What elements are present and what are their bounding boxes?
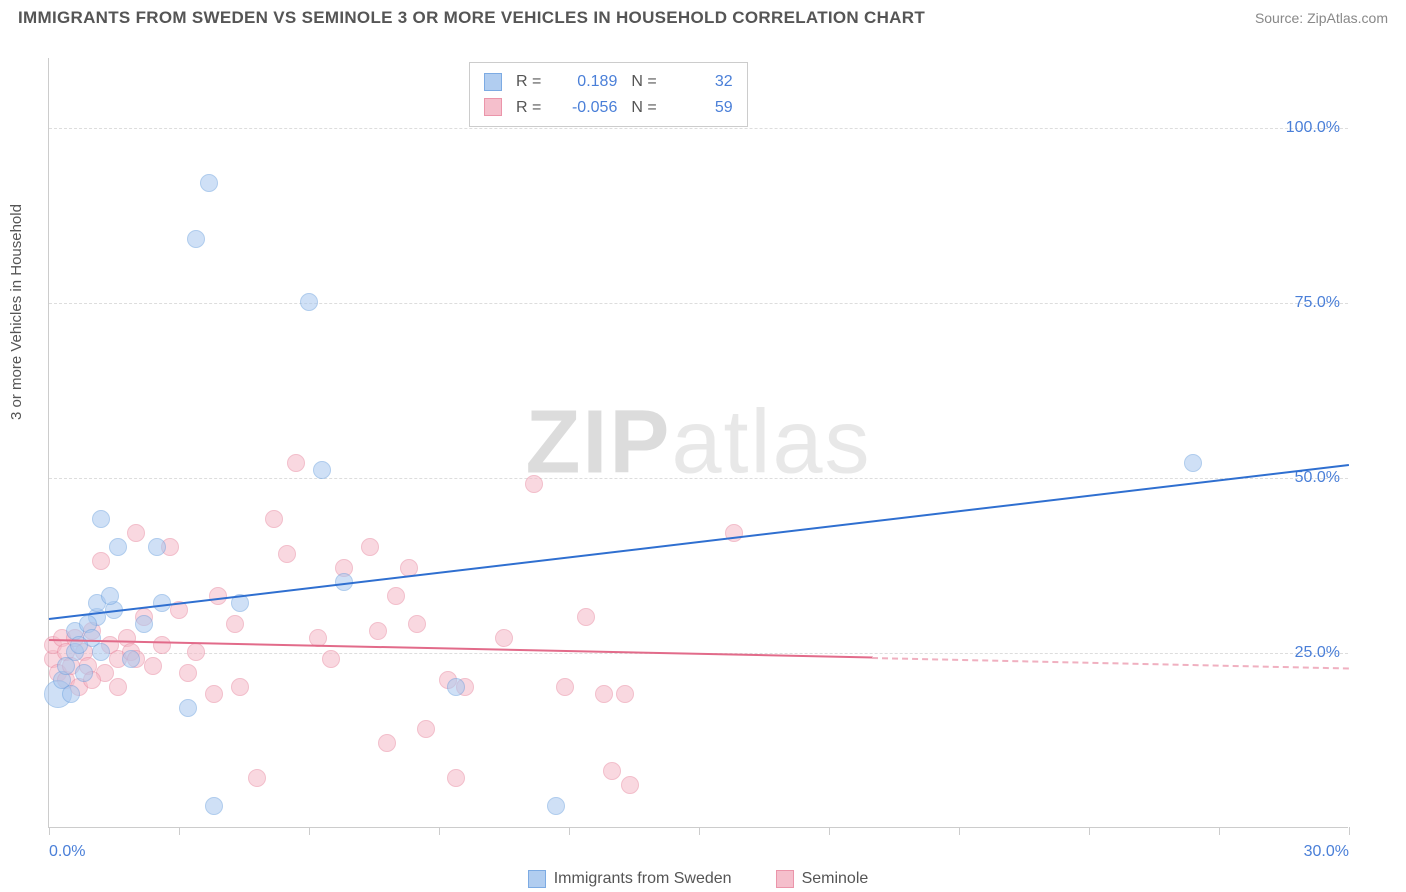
sweden-point	[101, 587, 119, 605]
legend-label-seminole: Seminole	[802, 870, 869, 888]
legend-item-sweden: Immigrants from Sweden	[528, 870, 732, 888]
sweden-point	[148, 538, 166, 556]
sweden-point	[187, 230, 205, 248]
ytick-label: 100.0%	[1286, 119, 1340, 137]
n-label: N =	[631, 95, 656, 121]
xtick	[699, 827, 700, 835]
trend-line	[872, 657, 1349, 669]
seminole-point	[378, 734, 396, 752]
xtick	[49, 827, 50, 835]
n-label: N =	[631, 69, 656, 95]
sweden-point	[122, 650, 140, 668]
sweden-point	[447, 678, 465, 696]
correlation-row-seminole: R = -0.056 N = 59	[484, 95, 733, 121]
seminole-point	[525, 475, 543, 493]
r-label: R =	[516, 69, 541, 95]
seminole-point	[179, 664, 197, 682]
xtick	[1349, 827, 1350, 835]
seminole-point	[92, 552, 110, 570]
watermark-atlas: atlas	[671, 392, 871, 492]
legend-swatch-seminole	[776, 870, 794, 888]
r-label: R =	[516, 95, 541, 121]
xtick	[1089, 827, 1090, 835]
n-value-seminole: 59	[671, 95, 733, 121]
sweden-point	[92, 510, 110, 528]
correlation-row-sweden: R = 0.189 N = 32	[484, 69, 733, 95]
swatch-sweden	[484, 73, 502, 91]
sweden-point	[75, 664, 93, 682]
seminole-point	[287, 454, 305, 472]
seminole-point	[265, 510, 283, 528]
seminole-point	[144, 657, 162, 675]
x-axis-legend: Immigrants from Sweden Seminole	[48, 870, 1348, 888]
n-value-sweden: 32	[671, 69, 733, 95]
xtick	[569, 827, 570, 835]
xtick	[179, 827, 180, 835]
seminole-point	[577, 608, 595, 626]
seminole-point	[231, 678, 249, 696]
gridline	[49, 303, 1348, 304]
xtick	[309, 827, 310, 835]
sweden-point	[62, 685, 80, 703]
seminole-point	[595, 685, 613, 703]
watermark-zip: ZIP	[525, 392, 671, 492]
seminole-point	[109, 678, 127, 696]
seminole-point	[603, 762, 621, 780]
sweden-point	[200, 174, 218, 192]
ytick-label: 25.0%	[1295, 644, 1340, 662]
legend-swatch-sweden	[528, 870, 546, 888]
seminole-point	[278, 545, 296, 563]
seminole-point	[387, 587, 405, 605]
xtick	[439, 827, 440, 835]
seminole-point	[616, 685, 634, 703]
xtick-label: 30.0%	[1304, 843, 1349, 861]
xtick-label: 0.0%	[49, 843, 85, 861]
gridline	[49, 478, 1348, 479]
chart-title: IMMIGRANTS FROM SWEDEN VS SEMINOLE 3 OR …	[18, 8, 925, 28]
sweden-point	[1184, 454, 1202, 472]
xtick	[959, 827, 960, 835]
seminole-point	[447, 769, 465, 787]
xtick	[1219, 827, 1220, 835]
correlation-legend-box: R = 0.189 N = 32 R = -0.056 N = 59	[469, 62, 748, 127]
r-value-sweden: 0.189	[555, 69, 617, 95]
swatch-seminole	[484, 98, 502, 116]
seminole-point	[417, 720, 435, 738]
chart-plot-area: ZIPatlas R = 0.189 N = 32 R = -0.056 N =…	[48, 58, 1348, 828]
sweden-point	[547, 797, 565, 815]
legend-label-sweden: Immigrants from Sweden	[554, 870, 732, 888]
seminole-point	[495, 629, 513, 647]
sweden-point	[109, 538, 127, 556]
source-credit: Source: ZipAtlas.com	[1255, 10, 1388, 26]
seminole-point	[369, 622, 387, 640]
gridline	[49, 128, 1348, 129]
seminole-point	[322, 650, 340, 668]
xtick	[829, 827, 830, 835]
seminole-point	[226, 615, 244, 633]
ytick-label: 75.0%	[1295, 294, 1340, 312]
seminole-point	[127, 524, 145, 542]
trend-line	[49, 639, 872, 658]
sweden-point	[179, 699, 197, 717]
ytick-label: 50.0%	[1295, 469, 1340, 487]
seminole-point	[153, 636, 171, 654]
seminole-point	[408, 615, 426, 633]
sweden-point	[205, 797, 223, 815]
legend-item-seminole: Seminole	[776, 870, 869, 888]
sweden-point	[313, 461, 331, 479]
sweden-point	[300, 293, 318, 311]
seminole-point	[621, 776, 639, 794]
seminole-point	[205, 685, 223, 703]
seminole-point	[209, 587, 227, 605]
seminole-point	[187, 643, 205, 661]
seminole-point	[361, 538, 379, 556]
r-value-seminole: -0.056	[555, 95, 617, 121]
y-axis-label: 3 or more Vehicles in Household	[8, 204, 25, 420]
sweden-point	[57, 657, 75, 675]
trend-line	[49, 464, 1349, 620]
seminole-point	[248, 769, 266, 787]
seminole-point	[556, 678, 574, 696]
sweden-point	[135, 615, 153, 633]
